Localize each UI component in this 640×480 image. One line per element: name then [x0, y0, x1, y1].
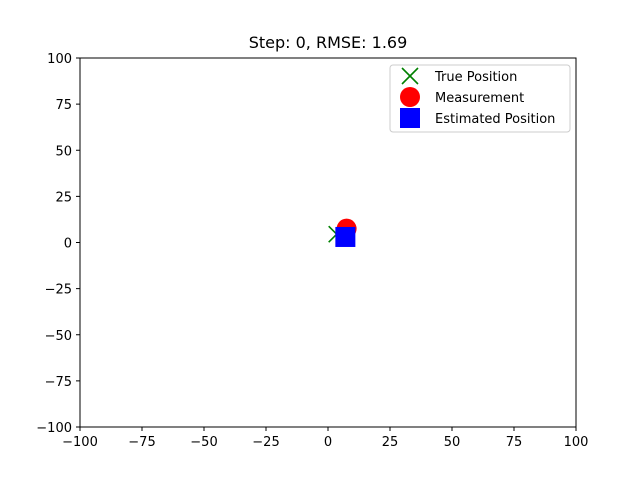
x-tick-label: −25 [252, 435, 279, 450]
y-tick-label: 75 [55, 98, 72, 113]
legend-square-icon [400, 108, 420, 128]
legend-entry: True Position [401, 67, 517, 85]
legend-circle-icon [400, 87, 420, 107]
y-tick-label: 100 [47, 52, 72, 67]
y-tick-label: −75 [45, 375, 72, 390]
legend: True Position Measurement Estimated Positi… [389, 64, 571, 133]
legend-box [389, 64, 571, 133]
legend-label: Estimated Position [435, 112, 555, 127]
x-tick-label: −75 [128, 435, 155, 450]
legend-x-icon-stroke-b [401, 67, 419, 85]
x-tick-label: 75 [506, 435, 523, 450]
y-tick-label: −50 [45, 329, 72, 344]
x-tick-label: 0 [324, 435, 332, 450]
data-marks [328, 218, 357, 247]
x-tick-label: 50 [444, 435, 461, 450]
legend-label: Measurement [435, 91, 524, 106]
plot-frame [79, 57, 577, 428]
axis-ticks: −100 −75 −50 −25 0 25 50 75 100 −100 −75 −50 −25 0 25 5… [36, 52, 588, 450]
x-tick-label: 25 [382, 435, 399, 450]
y-tick-label: 0 [64, 237, 72, 252]
x-tick-label: 100 [564, 435, 589, 450]
y-tick-label: −25 [45, 283, 72, 298]
chart-title: Step: 0, RMSE: 1.69 [249, 33, 408, 52]
x-tick-label: −50 [190, 435, 217, 450]
legend-x-icon [401, 67, 419, 85]
y-tick-label: −100 [36, 421, 72, 436]
y-tick-label: 50 [55, 144, 72, 159]
legend-entry: Measurement [400, 87, 524, 107]
y-tick-label: 25 [55, 190, 72, 205]
x-tick-label: −100 [62, 435, 98, 450]
legend-entry: Estimated Position [400, 108, 555, 128]
data-point-square [335, 226, 356, 247]
legend-label: True Position [434, 70, 517, 85]
